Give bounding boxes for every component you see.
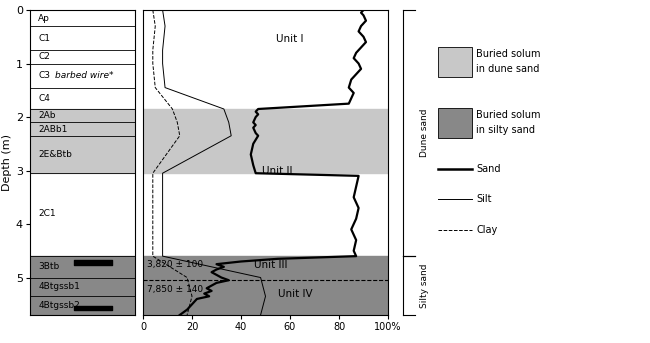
Text: 2C1: 2C1 <box>38 209 56 218</box>
Text: 4Btgssb1: 4Btgssb1 <box>38 282 81 292</box>
Text: 3Btb: 3Btb <box>38 262 60 271</box>
Text: 2ABb1: 2ABb1 <box>38 125 68 133</box>
Text: Sand: Sand <box>476 164 501 174</box>
Bar <box>437 47 472 77</box>
Text: 3,820 ± 100: 3,820 ± 100 <box>147 260 203 269</box>
Y-axis label: Depth (m): Depth (m) <box>2 134 12 191</box>
Bar <box>437 108 472 138</box>
Text: 2E&Btb: 2E&Btb <box>38 150 72 159</box>
Text: C3: C3 <box>38 71 51 80</box>
Bar <box>143 109 388 173</box>
Text: Buried solum: Buried solum <box>476 110 541 120</box>
Text: C1: C1 <box>38 34 51 43</box>
Text: Unit III: Unit III <box>254 260 287 270</box>
Text: 4Btgssb2: 4Btgssb2 <box>38 301 80 310</box>
Bar <box>30 109 135 173</box>
Text: Silty sand: Silty sand <box>420 263 429 308</box>
Bar <box>30 256 135 315</box>
Text: Unit II: Unit II <box>263 166 293 176</box>
Text: in silty sand: in silty sand <box>476 126 536 135</box>
Text: in dune sand: in dune sand <box>476 64 540 74</box>
Text: Unit I: Unit I <box>276 34 304 45</box>
Text: Unit IV: Unit IV <box>278 288 312 299</box>
Text: barbed wire*: barbed wire* <box>55 71 114 80</box>
Text: Silt: Silt <box>476 194 492 204</box>
Text: C2: C2 <box>38 52 50 61</box>
Text: Dune sand: Dune sand <box>420 109 429 157</box>
Text: Buried solum: Buried solum <box>476 49 541 59</box>
Text: Ap: Ap <box>38 13 50 23</box>
Text: C4: C4 <box>38 94 50 103</box>
Text: Clay: Clay <box>476 225 498 235</box>
Text: 7,850 ± 140: 7,850 ± 140 <box>147 285 203 294</box>
Bar <box>143 256 388 315</box>
Text: 2Ab: 2Ab <box>38 111 56 120</box>
